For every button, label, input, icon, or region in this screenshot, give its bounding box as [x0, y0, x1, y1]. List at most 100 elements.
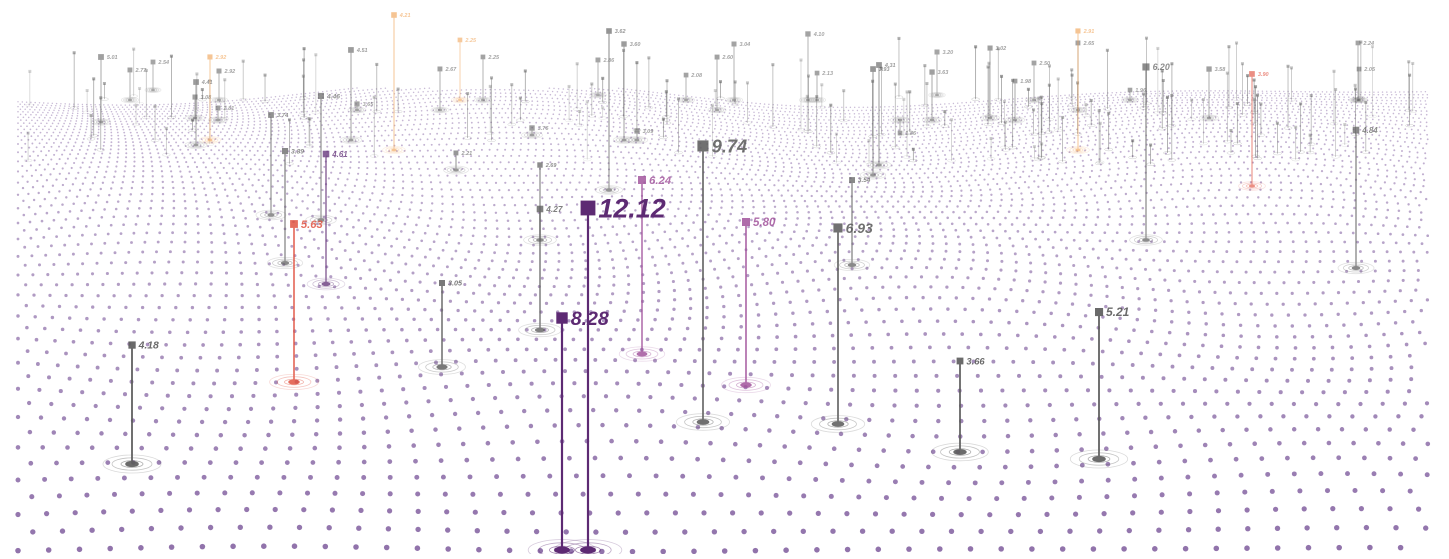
ground-dot	[1423, 106, 1426, 109]
ground-dot	[674, 154, 677, 157]
ground-dot	[618, 117, 620, 120]
ground-dot	[1297, 95, 1299, 97]
ground-dot	[1365, 125, 1368, 128]
ground-dot	[642, 112, 645, 115]
ground-dot	[384, 93, 386, 96]
ground-dot	[314, 165, 317, 168]
ground-dot	[197, 170, 201, 174]
ground-dot	[133, 125, 136, 128]
ground-dot	[69, 122, 71, 125]
ground-dot	[293, 118, 296, 121]
ground-dot	[1120, 110, 1122, 113]
ground-dot	[602, 144, 605, 147]
ground-dot	[1029, 155, 1032, 158]
ground-dot	[509, 174, 512, 177]
ground-dot	[116, 156, 119, 159]
ground-dot	[193, 125, 196, 128]
ground-dot	[47, 119, 50, 122]
ground-dot	[587, 181, 590, 184]
ground-dot	[815, 125, 817, 128]
ground-dot	[1181, 99, 1183, 101]
ground-dot	[1041, 110, 1044, 113]
ground-dot	[865, 148, 868, 151]
ground-dot	[916, 139, 919, 142]
ground-dot	[723, 177, 727, 180]
ground-dot	[1426, 93, 1429, 96]
ground-dot	[283, 109, 285, 111]
ground-dot	[426, 167, 429, 170]
ground-dot	[48, 128, 50, 131]
ground-dot	[337, 131, 340, 134]
ground-dot	[863, 144, 866, 147]
ground-dot	[535, 142, 538, 145]
ground-dot	[50, 134, 53, 137]
ground-dot	[1241, 94, 1244, 97]
ground-dot	[1126, 96, 1128, 98]
ground-dot	[815, 115, 818, 118]
ground-dot	[420, 109, 423, 112]
ground-dot	[681, 103, 683, 106]
ground-dot	[301, 111, 303, 113]
ground-dot	[1214, 116, 1217, 118]
ground-dot	[542, 100, 544, 103]
ground-dot	[740, 120, 742, 122]
ground-dot	[477, 99, 480, 102]
ground-dot	[1108, 168, 1111, 171]
ground-dot	[1398, 96, 1401, 99]
ground-dot	[58, 172, 61, 175]
ground-dot	[108, 120, 111, 123]
ground-dot	[625, 122, 627, 125]
ground-dot	[405, 95, 407, 98]
ground-dot	[876, 112, 879, 115]
ground-dot	[102, 144, 105, 147]
ground-dot	[606, 139, 609, 142]
ground-dot	[482, 161, 485, 164]
ground-dot	[1016, 131, 1018, 133]
ground-dot	[1030, 146, 1033, 148]
ground-dot	[906, 164, 909, 167]
ground-dot	[306, 110, 309, 113]
ground-dot	[935, 134, 938, 137]
ground-dot	[558, 101, 560, 104]
ground-dot	[577, 99, 579, 101]
ground-dot	[712, 98, 714, 100]
ground-dot	[160, 165, 163, 168]
ground-dot	[445, 93, 447, 95]
ground-dot	[661, 148, 664, 151]
ground-dot	[1348, 110, 1350, 113]
ground-dot	[627, 107, 630, 110]
ground-dot	[1399, 94, 1402, 96]
ground-dot	[225, 118, 228, 121]
ground-dot	[1191, 120, 1194, 122]
ground-dot	[659, 107, 662, 110]
ground-dot	[1253, 127, 1256, 130]
ground-dot	[1240, 112, 1243, 115]
ground-dot	[1072, 117, 1074, 120]
ground-dot	[81, 120, 83, 122]
ground-dot	[736, 183, 739, 186]
ground-dot	[911, 181, 914, 184]
ground-dot	[1323, 164, 1326, 167]
ground-dot	[540, 112, 543, 115]
ground-dot	[305, 181, 308, 185]
ground-dot	[381, 155, 384, 158]
ground-dot	[1008, 148, 1011, 151]
ground-dot	[551, 127, 554, 130]
ground-dot	[1352, 99, 1355, 101]
ground-dot	[1414, 161, 1417, 164]
ground-dot	[768, 116, 771, 118]
ground-dot	[1288, 114, 1290, 116]
ground-dot	[55, 114, 58, 117]
ground-dot	[792, 142, 795, 145]
ground-dot	[493, 99, 496, 102]
ground-dot	[751, 159, 754, 162]
ground-dot	[774, 137, 776, 140]
ground-dot	[280, 100, 283, 103]
ground-dot	[1108, 99, 1110, 102]
ground-dot	[232, 141, 235, 144]
ground-dot	[555, 188, 559, 191]
ground-dot	[512, 142, 515, 145]
ground-dot	[310, 128, 312, 131]
ground-dot	[441, 89, 444, 92]
